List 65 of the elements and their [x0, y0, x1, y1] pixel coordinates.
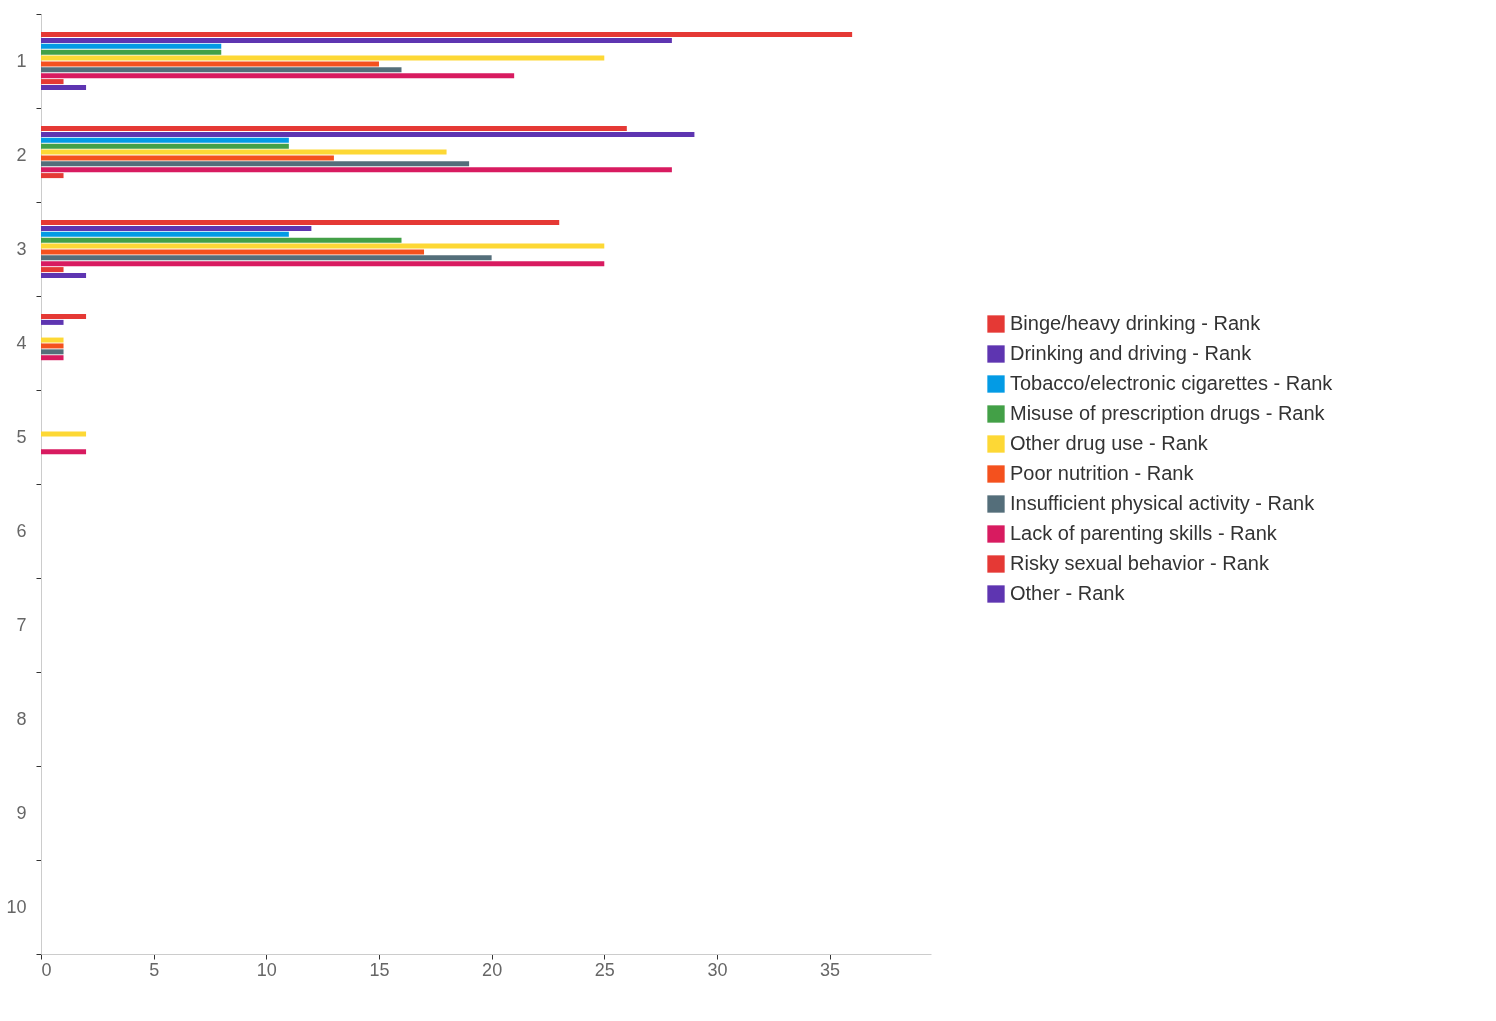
y-tick-label: 6: [16, 520, 27, 541]
bar: [41, 167, 672, 173]
y-tick-label: 9: [16, 802, 27, 823]
bar: [41, 149, 447, 155]
legend-label: Risky sexual behavior - Rank: [1010, 552, 1270, 574]
y-tick-label: 1: [16, 50, 27, 71]
bar: [41, 155, 334, 161]
bar: [41, 255, 492, 261]
x-tick-label: 5: [149, 959, 160, 980]
x-tick-label: 35: [820, 959, 841, 980]
bar: [41, 314, 87, 320]
x-tick-label: 10: [256, 959, 277, 980]
bar: [41, 355, 64, 361]
legend-label: Insufficient physical activity - Rank: [1010, 492, 1316, 514]
legend-label: Poor nutrition - Rank: [1010, 462, 1195, 484]
bar: [41, 243, 605, 249]
bar: [41, 349, 64, 355]
x-tick-label: 25: [594, 959, 615, 980]
bar: [41, 143, 289, 149]
bar: [41, 73, 515, 79]
y-tick-label: 4: [16, 332, 27, 353]
legend-label: Other - Rank: [1010, 582, 1126, 604]
y-tick-label: 7: [16, 614, 27, 635]
bar: [41, 32, 853, 38]
bar: [41, 173, 64, 179]
bar: [41, 49, 222, 55]
x-tick-label: 15: [369, 959, 390, 980]
bar: [41, 55, 605, 61]
bar: [41, 67, 402, 73]
bar: [41, 61, 379, 67]
bar: [41, 131, 695, 137]
bar: [41, 225, 312, 231]
y-tick-label: 10: [6, 896, 27, 917]
bar: [41, 137, 289, 143]
bar: [41, 337, 64, 343]
x-tick-label: 0: [41, 959, 52, 980]
bar: [41, 319, 64, 325]
x-tick-label: 20: [482, 959, 503, 980]
legend-label: Tobacco/electronic cigarettes - Rank: [1010, 372, 1334, 394]
bar: [41, 161, 470, 167]
bar: [41, 37, 672, 43]
y-tick-label: 2: [16, 144, 27, 165]
y-tick-label: 5: [16, 426, 27, 447]
y-tick-label: 8: [16, 708, 27, 729]
legend-label: Misuse of prescription drugs - Rank: [1010, 402, 1326, 424]
y-tick-label: 3: [16, 238, 27, 259]
bar: [41, 220, 560, 226]
x-tick-label: 30: [707, 959, 728, 980]
bar: [41, 231, 289, 237]
bar: [41, 237, 402, 243]
bar: [41, 249, 425, 255]
legend-label: Lack of parenting skills - Rank: [1010, 522, 1278, 544]
bar: [41, 126, 627, 132]
bar: [41, 79, 64, 85]
bar: [41, 84, 87, 90]
bar: [41, 431, 87, 437]
bar: [41, 343, 64, 349]
bar: [41, 272, 87, 278]
bar: [41, 43, 222, 49]
legend-label: Drinking and driving - Rank: [1010, 342, 1253, 364]
bar: [41, 449, 87, 455]
legend-label: Other drug use - Rank: [1010, 432, 1209, 454]
bar: [41, 261, 605, 267]
legend-label: Binge/heavy drinking - Rank: [1010, 312, 1262, 334]
bar: [41, 267, 64, 273]
